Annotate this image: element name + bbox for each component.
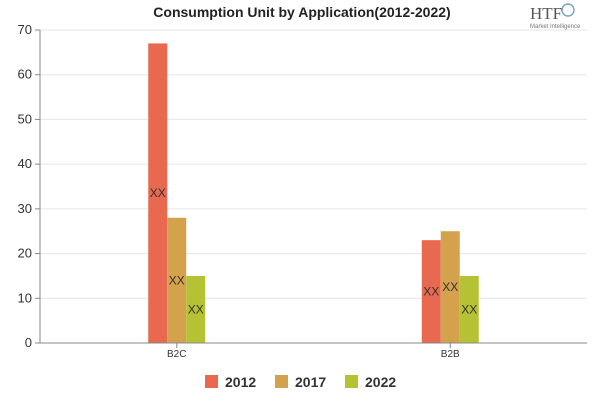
legend-swatch-2017	[275, 375, 288, 388]
data-label-b2b-2017: XX	[442, 280, 458, 294]
logo: HTF Market Intelligence	[530, 3, 581, 30]
x-tick-label-b2c: B2C	[167, 349, 186, 360]
bar-b2c-2022	[186, 275, 206, 343]
bars	[148, 43, 479, 344]
y-tick-label: 30	[18, 201, 32, 216]
bar-b2b-2012	[421, 240, 441, 343]
y-tick-label: 0	[25, 335, 32, 350]
y-axis-ticks: 0 10 20 30 40 50 60 70	[18, 22, 40, 350]
y-tick-label: 20	[18, 246, 32, 261]
data-label-b2c-2012: XX	[150, 186, 166, 200]
globe-icon	[561, 3, 575, 17]
bar-b2b-2022	[459, 275, 479, 343]
category-labels: B2C B2B	[167, 349, 460, 360]
legend-label-2012: 2012	[225, 374, 256, 390]
gridlines	[40, 29, 587, 299]
legend-swatch-2012	[205, 375, 218, 388]
data-label-b2b-2012: XX	[423, 285, 439, 299]
legend: 2012 2017 2022	[205, 374, 396, 390]
legend-swatch-2022	[345, 375, 358, 388]
y-tick-label: 50	[18, 111, 32, 126]
x-tick-label-b2b: B2B	[441, 349, 460, 360]
axes	[39, 30, 587, 348]
data-label-b2b-2022: XX	[461, 302, 477, 316]
bar-b2b-2017	[440, 231, 460, 343]
data-label-b2c-2022: XX	[188, 302, 204, 316]
chart-title: Consumption Unit by Application(2012-202…	[153, 4, 450, 20]
y-tick-label: 60	[18, 67, 32, 82]
logo-subtitle: Market Intelligence	[530, 24, 581, 30]
data-label-b2c-2017: XX	[169, 273, 185, 287]
legend-label-2017: 2017	[295, 374, 326, 390]
legend-label-2022: 2022	[365, 374, 396, 390]
y-tick-label: 40	[18, 156, 32, 171]
logo-mark: HTF	[530, 4, 562, 23]
y-tick-label: 10	[18, 290, 32, 305]
y-tick-label: 70	[18, 22, 32, 37]
bar-b2c-2017	[167, 217, 187, 343]
bar-b2c-2012	[148, 43, 168, 344]
